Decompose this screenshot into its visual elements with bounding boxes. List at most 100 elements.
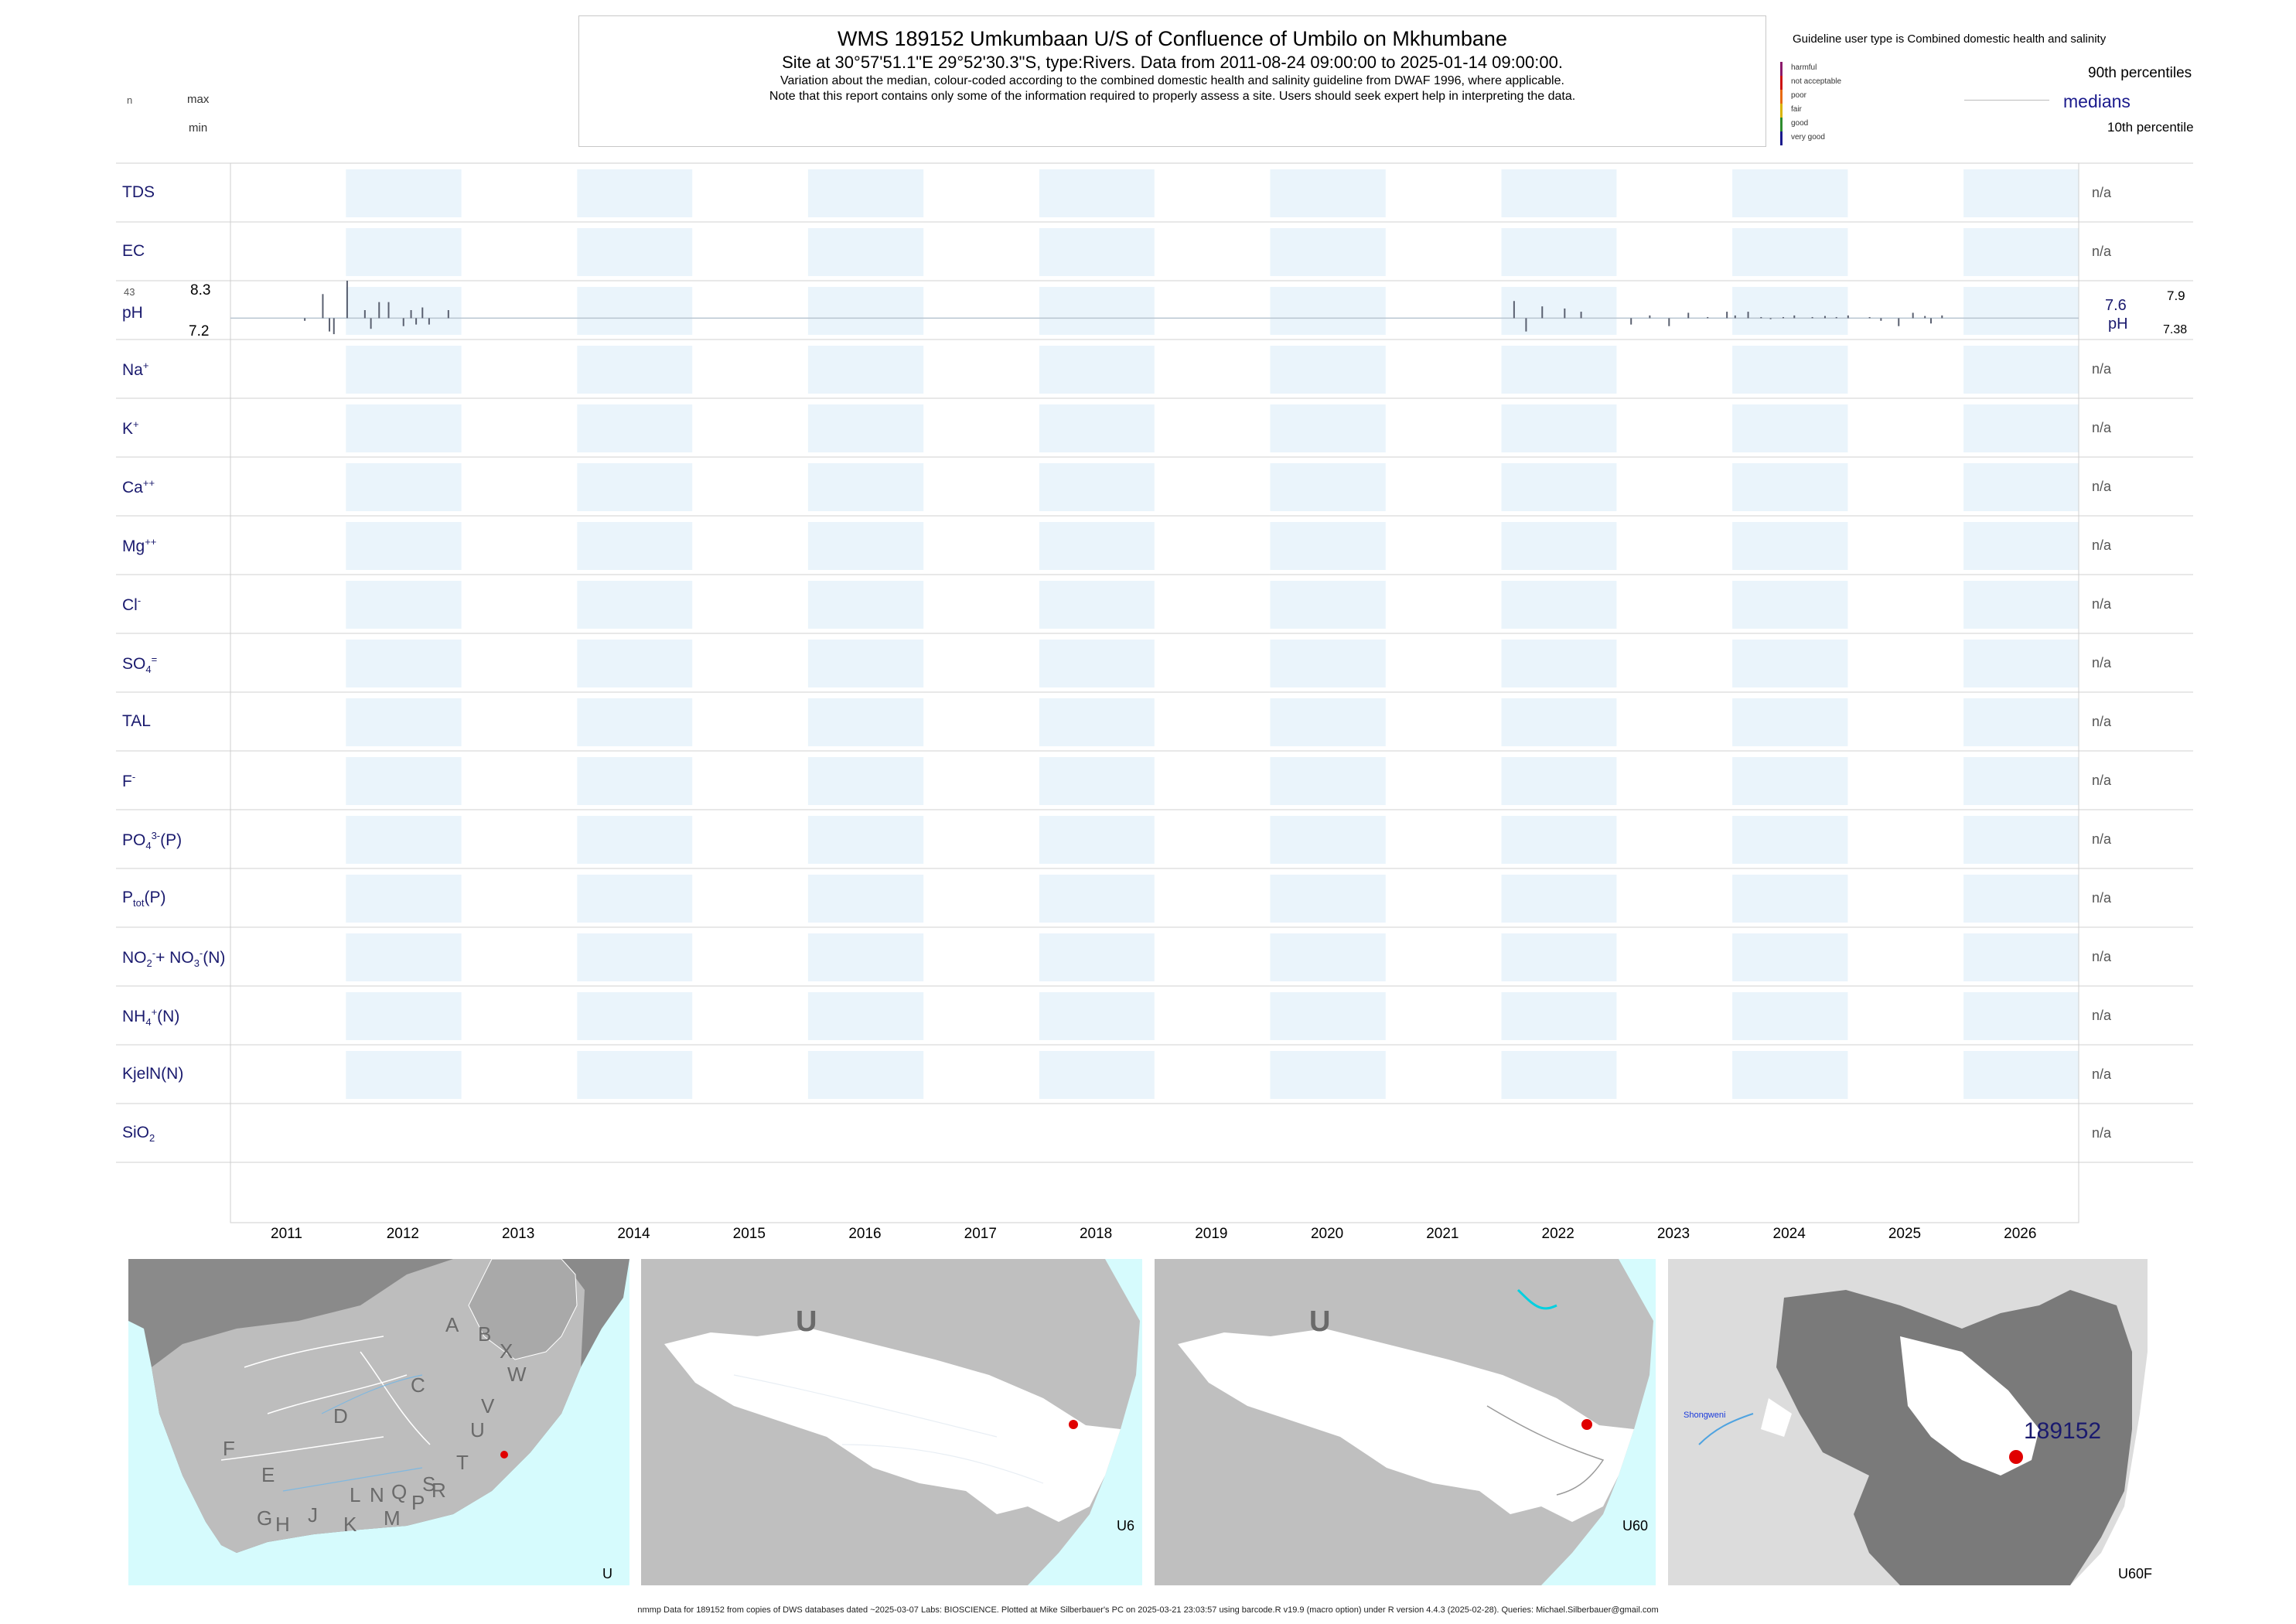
map-letter-A: A [445, 1313, 459, 1337]
x-tick-2014: 2014 [617, 1226, 650, 1243]
barcode-chart [0, 0, 2296, 1253]
year-band [1502, 757, 1617, 805]
row-value-12: n/a [2092, 890, 2111, 906]
year-band [808, 287, 923, 335]
row-label-13: NO2-+ NO3-(N) [122, 947, 225, 969]
year-band [1502, 992, 1617, 1040]
year-band [1271, 816, 1386, 864]
year-band [1502, 875, 1617, 923]
year-band [1502, 522, 1617, 570]
x-tick-2023: 2023 [1657, 1226, 1690, 1243]
row-label-8: SO4= [122, 653, 157, 675]
row-value-1: n/a [2092, 244, 2111, 260]
year-band [808, 346, 923, 394]
x-tick-2012: 2012 [387, 1226, 419, 1243]
row-value-9: n/a [2092, 714, 2111, 730]
year-band [1502, 581, 1617, 629]
x-tick-2019: 2019 [1195, 1226, 1227, 1243]
year-band [577, 698, 692, 746]
year-band [1963, 287, 2079, 335]
footer-note: nmmp Data for 189152 from copies of DWS … [0, 1605, 2296, 1615]
year-band [346, 346, 461, 394]
year-band [1502, 816, 1617, 864]
row-value-14: n/a [2092, 1008, 2111, 1024]
row-label-7: Cl- [122, 595, 141, 615]
row-label-6: Mg++ [122, 536, 156, 556]
year-band [1732, 816, 1847, 864]
year-band [808, 1051, 923, 1099]
year-band [1732, 287, 1847, 335]
year-band [346, 816, 461, 864]
year-band [1039, 875, 1155, 923]
year-band [1732, 522, 1847, 570]
x-tick-2018: 2018 [1080, 1226, 1112, 1243]
year-band [1039, 287, 1155, 335]
year-band [1039, 640, 1155, 687]
year-band [1502, 698, 1617, 746]
row-value-7: n/a [2092, 596, 2111, 612]
year-band [346, 933, 461, 981]
x-tick-2022: 2022 [1542, 1226, 1574, 1243]
year-band [808, 698, 923, 746]
year-band [1039, 757, 1155, 805]
year-band [1502, 346, 1617, 394]
year-band [1502, 1051, 1617, 1099]
row-value-13: n/a [2092, 949, 2111, 965]
year-band [1963, 757, 2079, 805]
x-tick-2026: 2026 [2004, 1226, 2036, 1243]
row-label-16: SiO2 [122, 1124, 155, 1144]
ph-min: 7.2 [189, 323, 209, 340]
year-band [1963, 346, 2079, 394]
year-band [1963, 228, 2079, 276]
map-u60: U U60 [1155, 1259, 1656, 1585]
row-value-8: n/a [2092, 655, 2111, 671]
map-sa-caption: U [602, 1566, 612, 1582]
year-band [1039, 522, 1155, 570]
year-band [1271, 228, 1386, 276]
year-band [577, 404, 692, 452]
map-sa-svg [128, 1259, 629, 1585]
year-band [1271, 992, 1386, 1040]
map-letter-R: R [432, 1479, 446, 1503]
map-u60-letter: U [1309, 1305, 1330, 1339]
map-letter-C: C [411, 1373, 425, 1397]
year-band [1963, 463, 2079, 511]
year-band [577, 581, 692, 629]
year-band [1502, 404, 1617, 452]
year-band [577, 522, 692, 570]
year-band [577, 640, 692, 687]
year-band [1502, 169, 1617, 217]
year-band [808, 640, 923, 687]
year-band [577, 463, 692, 511]
row-label-14: NH4+(N) [122, 1006, 179, 1028]
map-letter-D: D [333, 1404, 348, 1428]
year-band [1271, 522, 1386, 570]
year-band [1963, 816, 2079, 864]
map-letter-H: H [275, 1513, 290, 1537]
row-label-10: F- [122, 771, 135, 791]
year-band [1732, 875, 1847, 923]
year-band [346, 640, 461, 687]
map-letter-V: V [481, 1394, 494, 1418]
row-label-12: Ptot(P) [122, 889, 165, 909]
year-band [346, 698, 461, 746]
x-tick-2013: 2013 [502, 1226, 534, 1243]
year-band [1732, 346, 1847, 394]
row-label-4: K+ [122, 418, 139, 438]
row-label-11: PO43-(P) [122, 830, 182, 851]
x-tick-2015: 2015 [733, 1226, 766, 1243]
year-band [1732, 640, 1847, 687]
year-band [1271, 757, 1386, 805]
map-letter-T: T [456, 1451, 469, 1475]
year-band [346, 1051, 461, 1099]
row-label-1: EC [122, 242, 145, 261]
year-band [1271, 287, 1386, 335]
year-band [1039, 1051, 1155, 1099]
row-value-11: n/a [2092, 831, 2111, 848]
year-band [577, 169, 692, 217]
map-letter-W: W [507, 1363, 527, 1387]
x-tick-2021: 2021 [1426, 1226, 1458, 1243]
year-band [1271, 640, 1386, 687]
year-band [1732, 404, 1847, 452]
